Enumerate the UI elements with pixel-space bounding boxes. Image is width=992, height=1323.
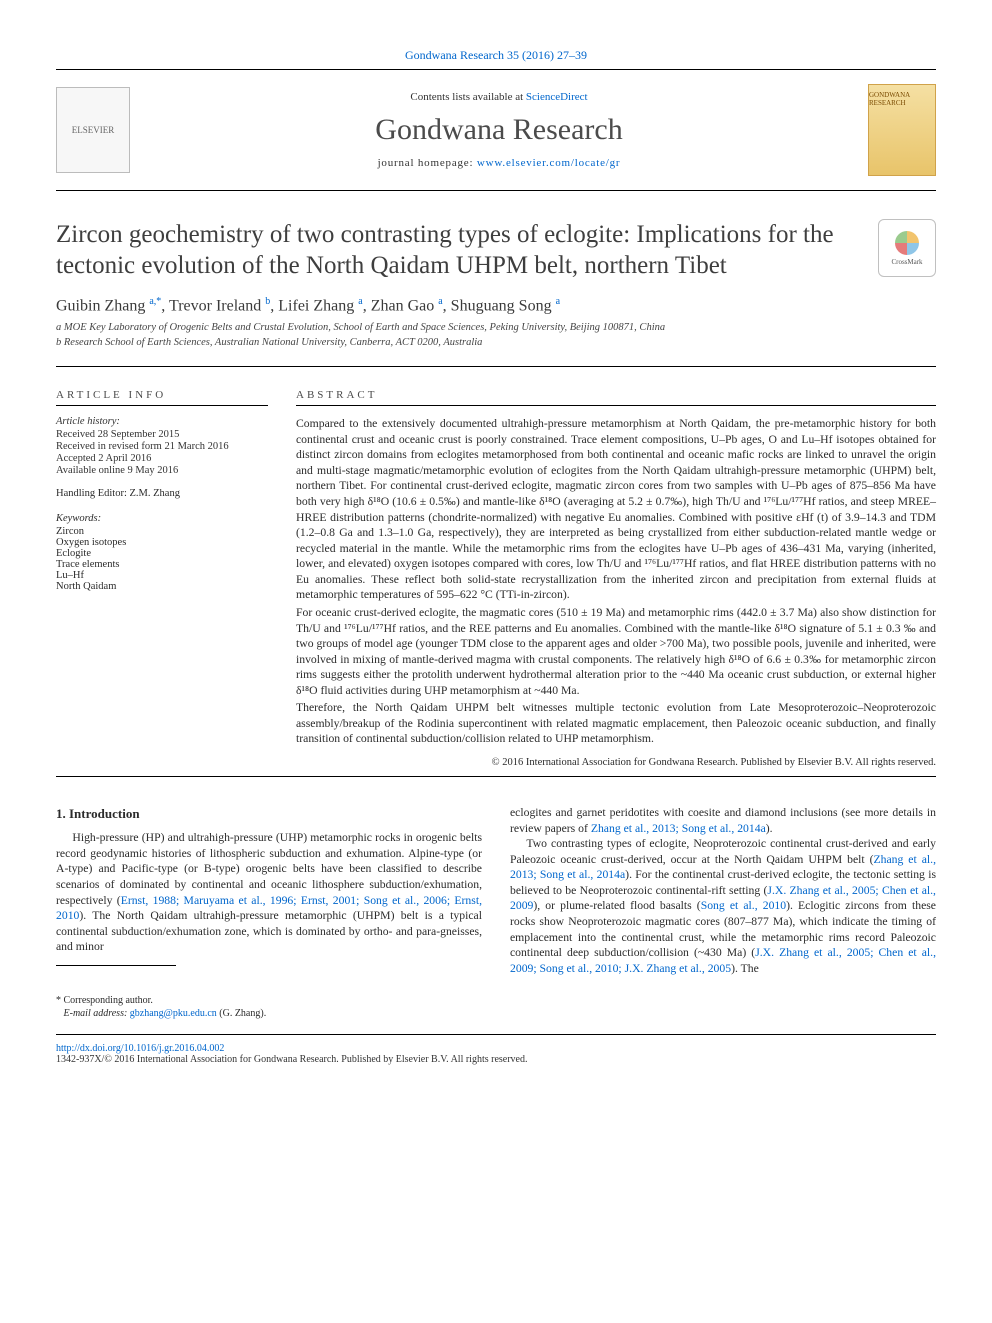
- abstract-p1: Compared to the extensively documented u…: [296, 416, 936, 603]
- contents-line: Contents lists available at ScienceDirec…: [130, 91, 868, 103]
- elsevier-logo: ELSEVIER: [56, 87, 130, 173]
- abstract-body: Compared to the extensively documented u…: [296, 416, 936, 747]
- citation-header: Gondwana Research 35 (2016) 27–39: [56, 48, 936, 63]
- abstract-copyright: © 2016 International Association for Gon…: [296, 757, 936, 768]
- affiliations: a MOE Key Laboratory of Orogenic Belts a…: [56, 321, 936, 350]
- corresponding-author-block: * Corresponding author. E-mail address: …: [56, 994, 482, 1021]
- keyword: North Qaidam: [56, 581, 268, 592]
- article-title: Zircon geochemistry of two contrasting t…: [56, 219, 856, 282]
- rule-above-abstract: [56, 366, 936, 367]
- keyword: Lu–Hf: [56, 570, 268, 581]
- keyword: Oxygen isotopes: [56, 537, 268, 548]
- homepage-prefix: journal homepage:: [378, 157, 477, 169]
- sciencedirect-link[interactable]: ScienceDirect: [526, 91, 588, 103]
- page-footer: http://dx.doi.org/10.1016/j.gr.2016.04.0…: [56, 1034, 936, 1065]
- abstract-p2: For oceanic crust-derived eclogite, the …: [296, 605, 936, 698]
- affiliation-b: b Research School of Earth Sciences, Aus…: [56, 336, 936, 351]
- section-number: 1.: [56, 806, 66, 821]
- handling-editor: Handling Editor: Z.M. Zhang: [56, 488, 268, 499]
- abstract-heading: ABSTRACT: [296, 389, 936, 406]
- journal-title: Gondwana Research: [130, 113, 868, 147]
- corr-name: (G. Zhang).: [219, 1008, 266, 1019]
- footnote-rule: [56, 965, 176, 966]
- history-revised: Received in revised form 21 March 2016: [56, 441, 268, 452]
- history-accepted: Accepted 2 April 2016: [56, 453, 268, 464]
- history-label: Article history:: [56, 416, 268, 427]
- keywords-label: Keywords:: [56, 513, 268, 524]
- corr-label: Corresponding author.: [64, 995, 153, 1006]
- authors-line: Guibin Zhang a,*, Trevor Ireland b, Life…: [56, 296, 936, 315]
- keyword: Trace elements: [56, 559, 268, 570]
- journal-cover-label: GONDWANA RESEARCH: [869, 91, 935, 107]
- article-history-block: Article history: Received 28 September 2…: [56, 416, 268, 476]
- contents-prefix: Contents lists available at: [410, 91, 525, 103]
- keyword: Zircon: [56, 526, 268, 537]
- crossmark-badge[interactable]: CrossMark: [878, 219, 936, 277]
- affiliation-a: a MOE Key Laboratory of Orogenic Belts a…: [56, 321, 936, 336]
- body-right-p2: Two contrasting types of eclogite, Neopr…: [510, 836, 936, 976]
- corr-email-label: E-mail address:: [64, 1008, 128, 1019]
- citation-link[interactable]: Gondwana Research 35 (2016) 27–39: [405, 48, 587, 62]
- keyword: Eclogite: [56, 548, 268, 559]
- doi-link[interactable]: http://dx.doi.org/10.1016/j.gr.2016.04.0…: [56, 1043, 224, 1054]
- article-info-heading: ARTICLE INFO: [56, 389, 268, 406]
- abstract-p3: Therefore, the North Qaidam UHPM belt wi…: [296, 700, 936, 747]
- section-heading: 1. Introduction: [56, 805, 482, 822]
- rule-top: [56, 69, 936, 70]
- body-columns: 1. Introduction High-pressure (HP) and u…: [56, 805, 936, 1020]
- homepage-link[interactable]: www.elsevier.com/locate/gr: [477, 157, 621, 169]
- crossmark-label: CrossMark: [891, 258, 922, 266]
- journal-header: ELSEVIER Contents lists available at Sci…: [56, 74, 936, 186]
- elsevier-logo-text: ELSEVIER: [72, 125, 115, 135]
- rule-below-header: [56, 190, 936, 191]
- journal-homepage: journal homepage: www.elsevier.com/locat…: [130, 157, 868, 169]
- history-online: Available online 9 May 2016: [56, 465, 268, 476]
- history-received: Received 28 September 2015: [56, 429, 268, 440]
- journal-cover-thumb: GONDWANA RESEARCH: [868, 84, 936, 176]
- body-left-p1: High-pressure (HP) and ultrahigh-pressur…: [56, 830, 482, 955]
- corr-email-link[interactable]: gbzhang@pku.edu.cn: [130, 1008, 217, 1019]
- body-right-p1: eclogites and garnet peridotites with co…: [510, 805, 936, 836]
- section-title: Introduction: [69, 806, 140, 821]
- crossmark-icon: [895, 231, 919, 255]
- keywords-block: Keywords: Zircon Oxygen isotopes Eclogit…: [56, 513, 268, 592]
- corr-star: *: [56, 995, 61, 1006]
- issn-copyright: 1342-937X/© 2016 International Associati…: [56, 1054, 528, 1065]
- rule-below-abstract: [56, 776, 936, 777]
